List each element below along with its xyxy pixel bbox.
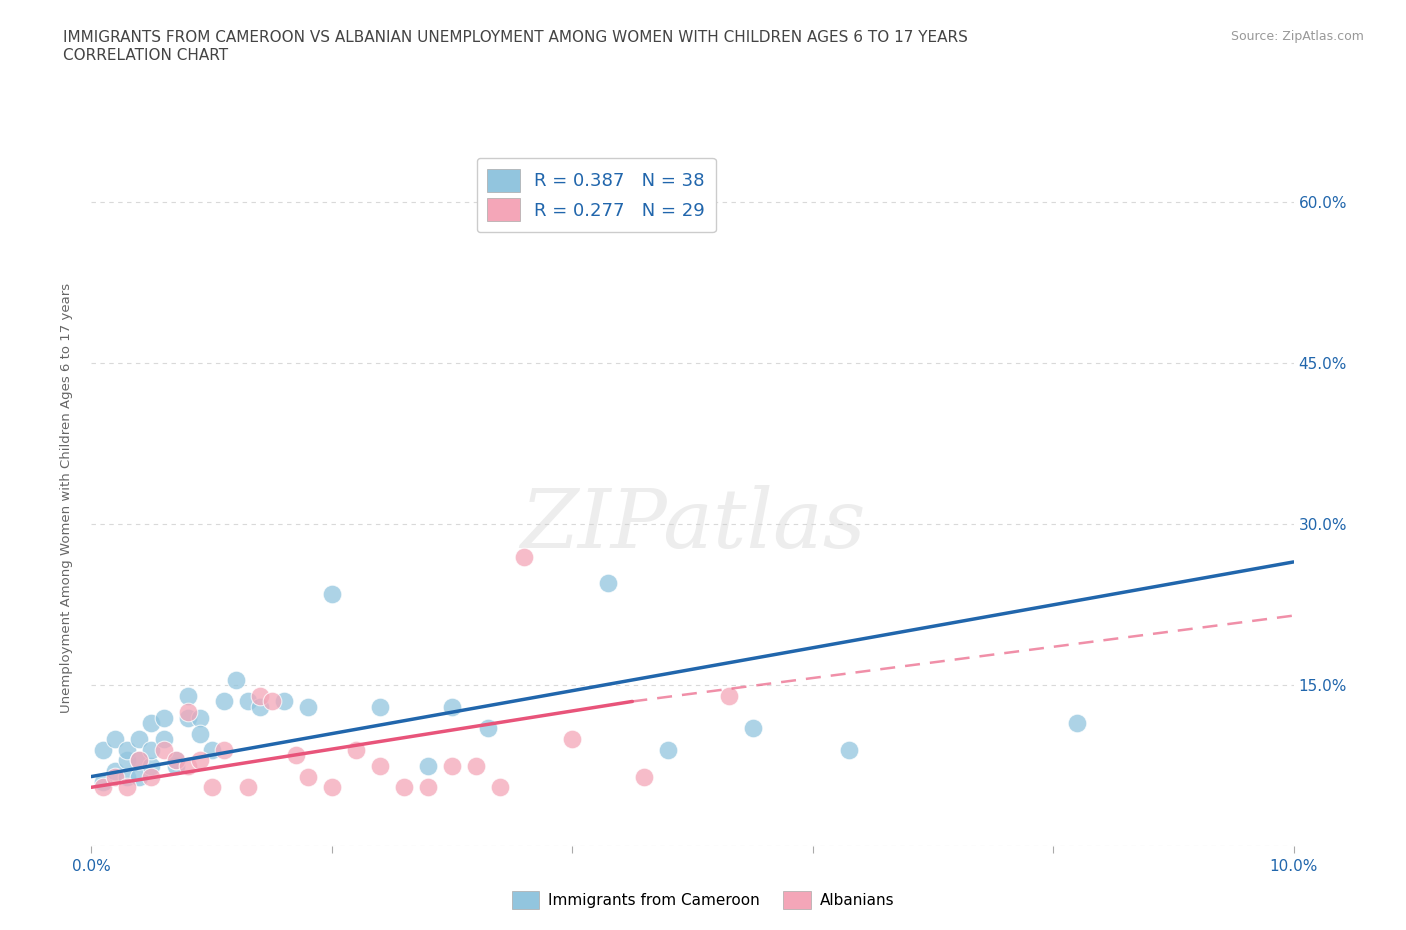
Point xyxy=(838,742,860,757)
Point xyxy=(188,711,211,725)
Point xyxy=(152,742,174,757)
Point xyxy=(416,758,439,773)
Point xyxy=(212,694,235,709)
Point xyxy=(201,780,224,795)
Point xyxy=(297,769,319,784)
Point xyxy=(657,742,679,757)
Point xyxy=(212,742,235,757)
Point xyxy=(152,732,174,747)
Point xyxy=(117,753,139,768)
Text: CORRELATION CHART: CORRELATION CHART xyxy=(63,48,228,63)
Point xyxy=(741,721,763,736)
Point xyxy=(368,758,391,773)
Point xyxy=(368,699,391,714)
Point xyxy=(117,769,139,784)
Point xyxy=(598,576,620,591)
Point xyxy=(489,780,512,795)
Point xyxy=(249,699,271,714)
Point xyxy=(128,732,150,747)
Point xyxy=(344,742,367,757)
Point xyxy=(165,753,187,768)
Point xyxy=(128,753,150,768)
Point xyxy=(273,694,295,709)
Y-axis label: Unemployment Among Women with Children Ages 6 to 17 years: Unemployment Among Women with Children A… xyxy=(60,283,73,712)
Point xyxy=(165,753,187,768)
Legend: Immigrants from Cameroon, Albanians: Immigrants from Cameroon, Albanians xyxy=(506,885,900,915)
Text: IMMIGRANTS FROM CAMEROON VS ALBANIAN UNEMPLOYMENT AMONG WOMEN WITH CHILDREN AGES: IMMIGRANTS FROM CAMEROON VS ALBANIAN UNE… xyxy=(63,30,969,45)
Point xyxy=(465,758,488,773)
Point xyxy=(392,780,415,795)
Point xyxy=(633,769,655,784)
Point xyxy=(717,688,740,703)
Point xyxy=(141,769,163,784)
Point xyxy=(176,758,198,773)
Point xyxy=(176,705,198,720)
Point xyxy=(236,694,259,709)
Point xyxy=(128,753,150,768)
Point xyxy=(104,732,127,747)
Point xyxy=(93,775,115,790)
Point xyxy=(165,758,187,773)
Point xyxy=(321,780,343,795)
Point xyxy=(117,742,139,757)
Point xyxy=(152,711,174,725)
Point xyxy=(440,699,463,714)
Point xyxy=(93,742,115,757)
Point xyxy=(561,732,583,747)
Point xyxy=(260,694,283,709)
Point xyxy=(188,726,211,741)
Point xyxy=(128,769,150,784)
Point xyxy=(176,688,198,703)
Point xyxy=(201,742,224,757)
Point xyxy=(416,780,439,795)
Point xyxy=(176,711,198,725)
Point xyxy=(284,748,307,763)
Text: Source: ZipAtlas.com: Source: ZipAtlas.com xyxy=(1230,30,1364,43)
Point xyxy=(93,780,115,795)
Point xyxy=(141,758,163,773)
Point xyxy=(440,758,463,773)
Point xyxy=(141,742,163,757)
Point xyxy=(249,688,271,703)
Point xyxy=(225,672,247,687)
Point xyxy=(188,753,211,768)
Point xyxy=(513,549,536,564)
Text: ZIPatlas: ZIPatlas xyxy=(520,485,865,565)
Legend: R = 0.387   N = 38, R = 0.277   N = 29: R = 0.387 N = 38, R = 0.277 N = 29 xyxy=(477,158,716,232)
Point xyxy=(1066,715,1088,730)
Point xyxy=(104,764,127,778)
Point xyxy=(321,587,343,602)
Point xyxy=(117,780,139,795)
Point xyxy=(236,780,259,795)
Point xyxy=(477,721,499,736)
Point xyxy=(297,699,319,714)
Point xyxy=(104,769,127,784)
Point xyxy=(141,715,163,730)
